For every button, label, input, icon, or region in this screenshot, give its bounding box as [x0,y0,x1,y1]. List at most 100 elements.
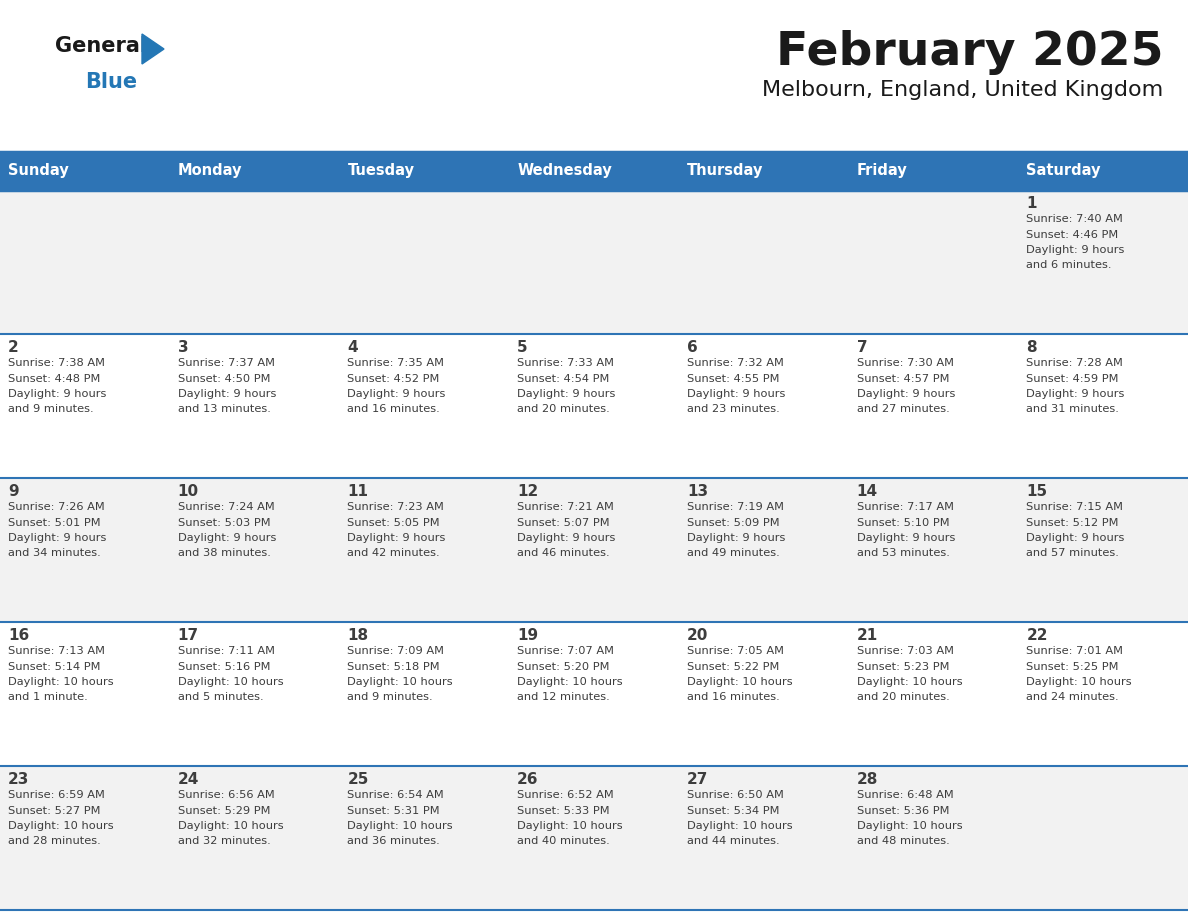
Bar [848,152,1018,190]
Text: Sunset: 5:22 PM: Sunset: 5:22 PM [687,662,779,671]
Text: 11: 11 [347,484,368,499]
Text: and 12 minutes.: and 12 minutes. [517,692,609,702]
Text: Sunrise: 6:48 AM: Sunrise: 6:48 AM [857,790,953,800]
Bar [1018,478,1188,622]
Text: Sunset: 4:54 PM: Sunset: 4:54 PM [517,374,609,384]
Text: Sunrise: 7:28 AM: Sunrise: 7:28 AM [1026,358,1123,368]
Text: Sunrise: 7:11 AM: Sunrise: 7:11 AM [178,646,274,656]
Text: and 24 minutes.: and 24 minutes. [1026,692,1119,702]
Text: Daylight: 10 hours: Daylight: 10 hours [178,677,284,687]
Text: Sunset: 5:10 PM: Sunset: 5:10 PM [857,518,949,528]
Bar [1018,622,1188,766]
Text: Daylight: 10 hours: Daylight: 10 hours [1026,677,1132,687]
Text: 26: 26 [517,772,538,787]
Text: Sunrise: 7:37 AM: Sunrise: 7:37 AM [178,358,274,368]
Bar [678,622,848,766]
Bar [170,334,340,478]
Text: Daylight: 10 hours: Daylight: 10 hours [517,821,623,831]
Bar [510,478,678,622]
Text: and 9 minutes.: and 9 minutes. [8,405,94,415]
Bar [1018,152,1188,190]
Text: Sunset: 5:05 PM: Sunset: 5:05 PM [347,518,440,528]
Bar [848,334,1018,478]
Text: Daylight: 9 hours: Daylight: 9 hours [347,533,446,543]
Text: and 36 minutes.: and 36 minutes. [347,836,441,846]
Text: 4: 4 [347,340,358,355]
Text: Sunset: 5:07 PM: Sunset: 5:07 PM [517,518,609,528]
Text: Monday: Monday [178,163,242,178]
Text: Sunset: 5:23 PM: Sunset: 5:23 PM [857,662,949,671]
Bar [170,766,340,910]
Bar [340,334,510,478]
Text: Saturday: Saturday [1026,163,1101,178]
Text: and 16 minutes.: and 16 minutes. [687,692,779,702]
Text: and 48 minutes.: and 48 minutes. [857,836,949,846]
Text: 28: 28 [857,772,878,787]
Text: 3: 3 [178,340,189,355]
Text: Thursday: Thursday [687,163,763,178]
Text: 18: 18 [347,628,368,643]
Text: Sunrise: 7:21 AM: Sunrise: 7:21 AM [517,502,614,512]
Bar [170,152,340,190]
Text: 15: 15 [1026,484,1048,499]
Text: 17: 17 [178,628,198,643]
Text: Sunset: 4:57 PM: Sunset: 4:57 PM [857,374,949,384]
Bar [678,766,848,910]
Bar [678,190,848,334]
Text: Sunrise: 7:03 AM: Sunrise: 7:03 AM [857,646,954,656]
Text: Daylight: 10 hours: Daylight: 10 hours [347,821,453,831]
Text: Daylight: 9 hours: Daylight: 9 hours [178,389,276,399]
Bar [510,190,678,334]
Text: Sunset: 4:48 PM: Sunset: 4:48 PM [8,374,100,384]
Text: Daylight: 10 hours: Daylight: 10 hours [857,821,962,831]
Bar [0,152,170,190]
Text: Daylight: 9 hours: Daylight: 9 hours [687,389,785,399]
Text: Daylight: 9 hours: Daylight: 9 hours [517,533,615,543]
Text: 9: 9 [8,484,19,499]
Text: Daylight: 9 hours: Daylight: 9 hours [8,389,107,399]
Text: and 40 minutes.: and 40 minutes. [517,836,609,846]
Text: Sunrise: 6:52 AM: Sunrise: 6:52 AM [517,790,614,800]
Text: Daylight: 9 hours: Daylight: 9 hours [1026,389,1125,399]
Text: Sunrise: 7:01 AM: Sunrise: 7:01 AM [1026,646,1124,656]
Text: 20: 20 [687,628,708,643]
Bar [510,334,678,478]
Bar [0,190,170,334]
Text: Sunrise: 7:32 AM: Sunrise: 7:32 AM [687,358,784,368]
Text: Daylight: 9 hours: Daylight: 9 hours [857,389,955,399]
Text: Sunset: 4:59 PM: Sunset: 4:59 PM [1026,374,1119,384]
Text: 8: 8 [1026,340,1037,355]
Text: 14: 14 [857,484,878,499]
Text: Sunset: 5:36 PM: Sunset: 5:36 PM [857,805,949,815]
Text: Sunset: 4:50 PM: Sunset: 4:50 PM [178,374,270,384]
Text: Sunrise: 7:07 AM: Sunrise: 7:07 AM [517,646,614,656]
Text: and 32 minutes.: and 32 minutes. [178,836,271,846]
Text: Daylight: 10 hours: Daylight: 10 hours [687,677,792,687]
Text: Daylight: 9 hours: Daylight: 9 hours [517,389,615,399]
Text: Sunrise: 7:13 AM: Sunrise: 7:13 AM [8,646,105,656]
Bar [0,622,170,766]
Text: 10: 10 [178,484,198,499]
Bar [170,478,340,622]
Bar [848,622,1018,766]
Text: Sunrise: 7:24 AM: Sunrise: 7:24 AM [178,502,274,512]
Text: and 31 minutes.: and 31 minutes. [1026,405,1119,415]
Text: Sunrise: 7:05 AM: Sunrise: 7:05 AM [687,646,784,656]
Text: Sunrise: 6:54 AM: Sunrise: 6:54 AM [347,790,444,800]
Bar [1018,190,1188,334]
Text: Daylight: 9 hours: Daylight: 9 hours [1026,533,1125,543]
Text: Daylight: 9 hours: Daylight: 9 hours [1026,245,1125,255]
Text: Sunrise: 6:50 AM: Sunrise: 6:50 AM [687,790,784,800]
Text: Sunrise: 7:26 AM: Sunrise: 7:26 AM [8,502,105,512]
Text: Sunset: 5:16 PM: Sunset: 5:16 PM [178,662,270,671]
Text: Daylight: 10 hours: Daylight: 10 hours [8,821,114,831]
Text: Sunset: 4:46 PM: Sunset: 4:46 PM [1026,230,1119,240]
Text: 1: 1 [1026,196,1037,211]
Text: Daylight: 9 hours: Daylight: 9 hours [857,533,955,543]
Text: Blue: Blue [86,72,137,92]
Bar [848,766,1018,910]
Text: Sunset: 5:12 PM: Sunset: 5:12 PM [1026,518,1119,528]
Text: and 9 minutes.: and 9 minutes. [347,692,434,702]
Text: Sunset: 4:55 PM: Sunset: 4:55 PM [687,374,779,384]
Text: Sunrise: 6:56 AM: Sunrise: 6:56 AM [178,790,274,800]
